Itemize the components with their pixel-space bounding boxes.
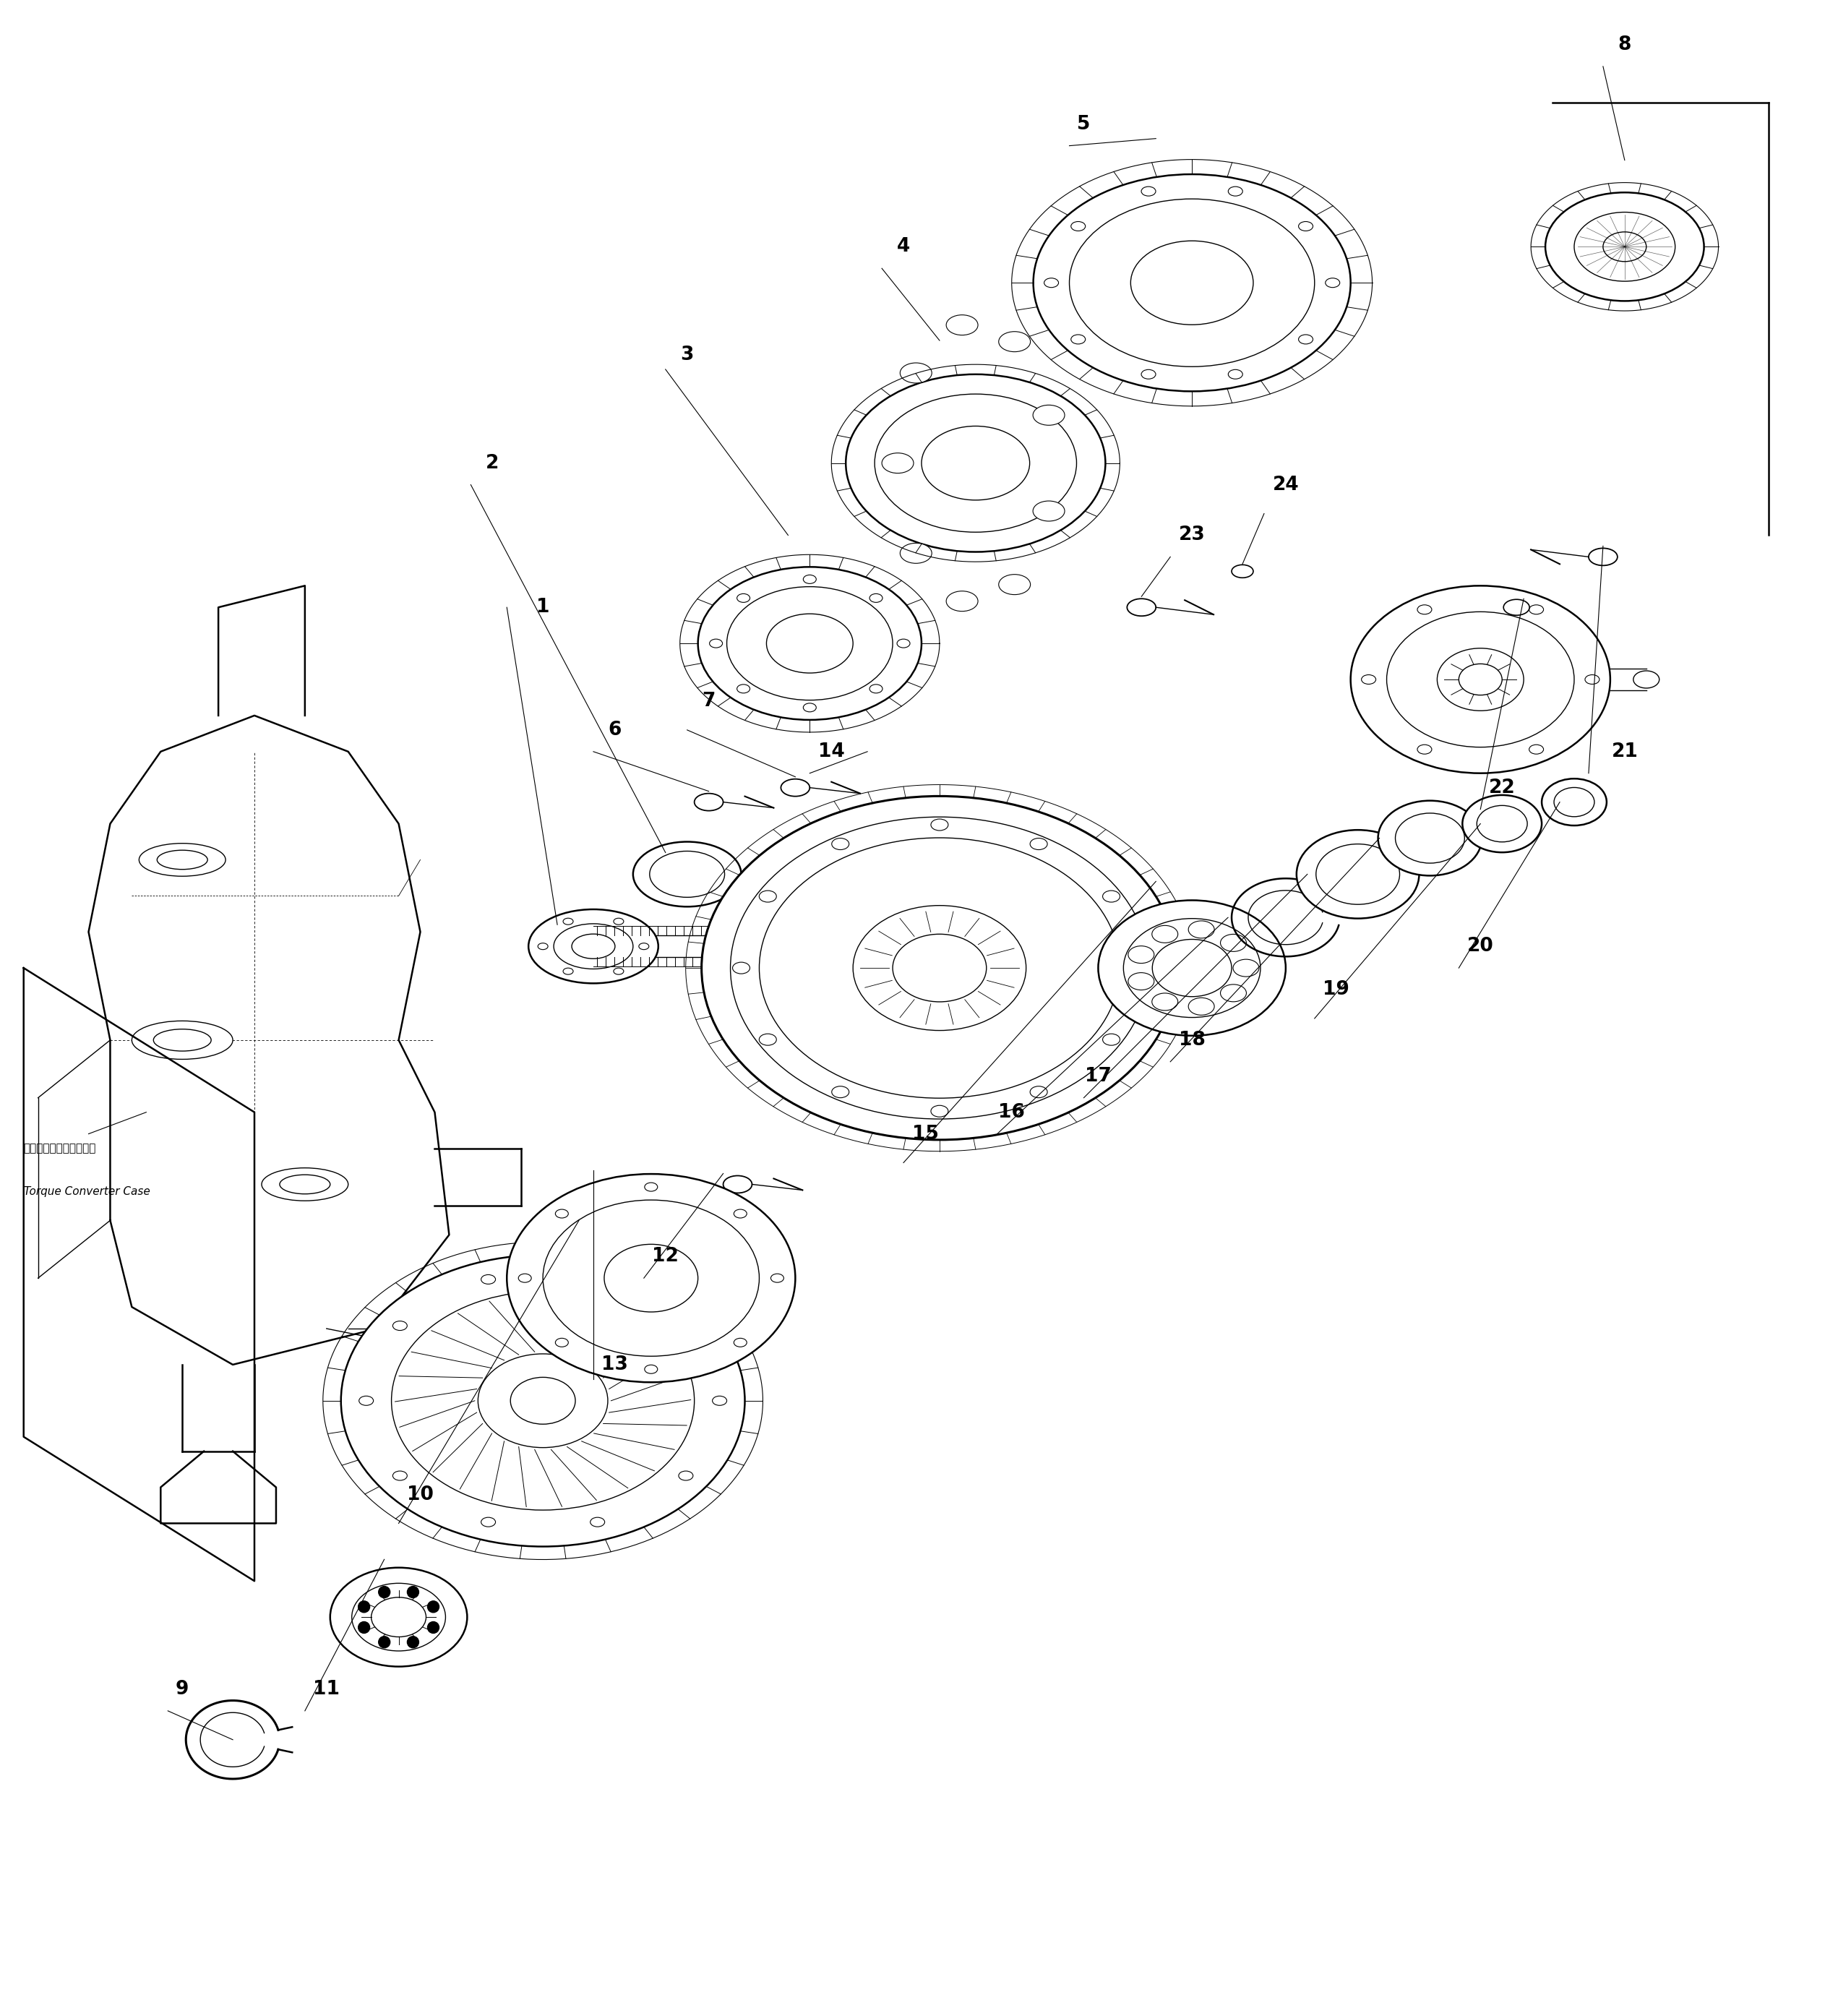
Ellipse shape [261, 1167, 349, 1202]
Text: 5: 5 [1077, 115, 1090, 133]
Ellipse shape [139, 843, 226, 877]
Text: 18: 18 [1179, 1030, 1205, 1050]
Text: 8: 8 [1619, 36, 1632, 54]
Ellipse shape [1221, 984, 1246, 1002]
Ellipse shape [723, 1175, 752, 1193]
Ellipse shape [694, 794, 723, 810]
Text: 19: 19 [1323, 980, 1349, 1000]
Text: 14: 14 [818, 742, 845, 760]
Ellipse shape [633, 843, 741, 907]
Ellipse shape [1188, 921, 1214, 937]
Ellipse shape [945, 591, 978, 611]
Text: 2: 2 [485, 454, 498, 472]
Ellipse shape [781, 778, 810, 796]
Text: 21: 21 [1611, 742, 1639, 760]
Ellipse shape [1033, 405, 1064, 425]
Ellipse shape [1033, 173, 1350, 391]
Ellipse shape [881, 454, 914, 474]
Ellipse shape [1588, 548, 1617, 566]
Text: 13: 13 [602, 1355, 628, 1375]
Ellipse shape [1462, 794, 1542, 853]
Circle shape [427, 1621, 440, 1633]
Ellipse shape [1378, 800, 1482, 875]
Text: 24: 24 [1272, 476, 1299, 494]
Ellipse shape [1152, 925, 1177, 943]
Ellipse shape [1033, 500, 1064, 522]
Ellipse shape [1188, 998, 1214, 1016]
Text: 20: 20 [1467, 937, 1493, 956]
Ellipse shape [845, 375, 1106, 552]
Circle shape [407, 1587, 418, 1599]
Text: 10: 10 [407, 1486, 434, 1504]
Ellipse shape [1234, 960, 1259, 976]
Circle shape [358, 1621, 370, 1633]
Circle shape [358, 1601, 370, 1613]
Ellipse shape [1633, 671, 1659, 687]
Ellipse shape [900, 363, 933, 383]
Text: 7: 7 [703, 691, 715, 710]
Text: 15: 15 [912, 1125, 938, 1143]
Text: 22: 22 [1489, 778, 1515, 796]
Text: 12: 12 [652, 1248, 679, 1266]
Ellipse shape [1152, 994, 1177, 1010]
Ellipse shape [1350, 587, 1610, 774]
Ellipse shape [1542, 778, 1606, 825]
Ellipse shape [945, 314, 978, 335]
Ellipse shape [341, 1254, 745, 1546]
Ellipse shape [1232, 564, 1254, 579]
Ellipse shape [900, 542, 933, 562]
Circle shape [378, 1637, 391, 1647]
Ellipse shape [529, 909, 659, 984]
Text: 23: 23 [1179, 526, 1205, 544]
Ellipse shape [131, 1020, 234, 1058]
FancyBboxPatch shape [593, 935, 723, 958]
Ellipse shape [1296, 831, 1420, 919]
Circle shape [407, 1637, 418, 1647]
Circle shape [427, 1601, 440, 1613]
Text: 9: 9 [175, 1679, 190, 1699]
Ellipse shape [701, 796, 1177, 1139]
Text: トルクコンバータケース: トルクコンバータケース [24, 1143, 97, 1153]
Text: 3: 3 [681, 345, 694, 365]
Text: 17: 17 [1084, 1066, 1111, 1085]
Ellipse shape [1546, 192, 1705, 300]
Ellipse shape [330, 1568, 467, 1667]
Text: 6: 6 [608, 720, 622, 740]
Text: Torque Converter Case: Torque Converter Case [24, 1185, 150, 1198]
Ellipse shape [1221, 933, 1246, 952]
Ellipse shape [697, 566, 922, 720]
Circle shape [378, 1587, 391, 1599]
Text: 16: 16 [998, 1103, 1026, 1121]
Ellipse shape [1128, 946, 1153, 964]
Text: 11: 11 [314, 1679, 339, 1699]
Text: 1: 1 [537, 599, 549, 617]
Ellipse shape [998, 575, 1031, 595]
Ellipse shape [998, 331, 1031, 351]
Ellipse shape [507, 1173, 796, 1383]
Ellipse shape [1099, 901, 1285, 1036]
Ellipse shape [1504, 599, 1529, 615]
Ellipse shape [1128, 972, 1153, 990]
Text: 4: 4 [896, 238, 911, 256]
Ellipse shape [1128, 599, 1155, 617]
